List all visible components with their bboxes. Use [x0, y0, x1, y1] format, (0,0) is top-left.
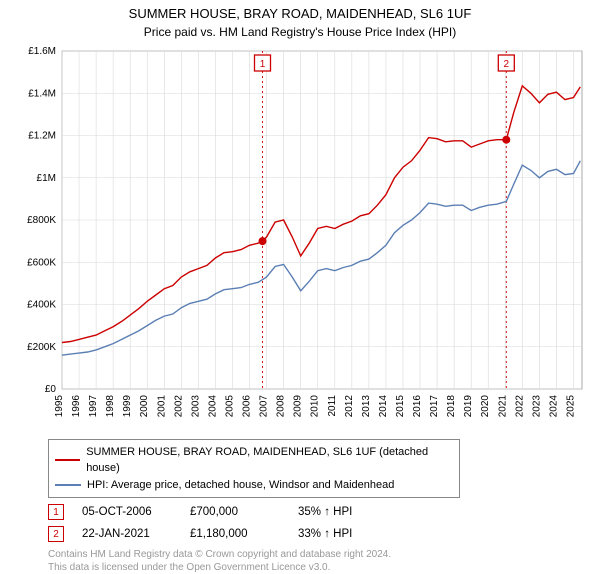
svg-text:2020: 2020: [480, 394, 491, 417]
chart-subtitle: Price paid vs. HM Land Registry's House …: [10, 25, 590, 39]
svg-text:2024: 2024: [548, 394, 559, 417]
svg-text:2018: 2018: [446, 394, 457, 417]
sale-marker-icon: 2: [48, 526, 64, 542]
svg-text:2: 2: [504, 59, 510, 70]
svg-text:2002: 2002: [173, 394, 184, 417]
svg-text:2005: 2005: [224, 394, 235, 417]
svg-text:2011: 2011: [327, 394, 338, 416]
svg-text:2019: 2019: [463, 394, 474, 417]
line-chart-svg: £0 £200K £400K £600K £800K £1M £1.2M £1.4M £1.6M…: [10, 45, 590, 433]
svg-text:1: 1: [260, 59, 266, 70]
legend-row-2: HPI: Average price, detached house, Wind…: [55, 477, 453, 494]
svg-text:1996: 1996: [71, 394, 82, 417]
svg-text:2001: 2001: [156, 394, 167, 417]
legend: SUMMER HOUSE, BRAY ROAD, MAIDENHEAD, SL6…: [48, 439, 460, 499]
svg-text:£1.6M: £1.6M: [28, 46, 56, 57]
svg-text:2025: 2025: [565, 394, 576, 417]
svg-text:2012: 2012: [344, 394, 355, 417]
svg-text:1995: 1995: [54, 394, 65, 417]
sale-table: 1 05-OCT-2006 £700,000 35% ↑ HPI 2 22-JA…: [48, 504, 590, 542]
sale-pct: 33% ↑ HPI: [298, 528, 388, 540]
svg-text:2013: 2013: [361, 394, 372, 417]
svg-text:2023: 2023: [531, 394, 542, 417]
svg-text:2014: 2014: [378, 394, 389, 417]
sale-row-2: 2 22-JAN-2021 £1,180,000 33% ↑ HPI: [48, 526, 590, 542]
svg-text:£1M: £1M: [37, 173, 56, 184]
svg-text:2009: 2009: [293, 394, 304, 417]
svg-text:2003: 2003: [190, 394, 201, 417]
svg-text:2017: 2017: [429, 394, 440, 417]
svg-text:2022: 2022: [514, 394, 525, 417]
legend-row-1: SUMMER HOUSE, BRAY ROAD, MAIDENHEAD, SL6…: [55, 444, 453, 477]
sale-row-1: 1 05-OCT-2006 £700,000 35% ↑ HPI: [48, 504, 590, 520]
legend-swatch-1: [55, 459, 80, 461]
footnote-line-1: Contains HM Land Registry data © Crown c…: [48, 548, 590, 561]
svg-text:2016: 2016: [412, 394, 423, 417]
svg-text:2004: 2004: [207, 394, 218, 417]
chart-title: SUMMER HOUSE, BRAY ROAD, MAIDENHEAD, SL6…: [10, 6, 590, 23]
sale-date: 22-JAN-2021: [82, 528, 172, 540]
footnote-line-2: This data is licensed under the Open Gov…: [48, 561, 590, 574]
sale-marker-icon: 1: [48, 504, 64, 520]
svg-text:£1.2M: £1.2M: [28, 130, 56, 141]
svg-text:2021: 2021: [497, 394, 508, 417]
svg-text:1999: 1999: [122, 394, 133, 417]
svg-text:2008: 2008: [276, 394, 287, 417]
footnote: Contains HM Land Registry data © Crown c…: [48, 548, 590, 574]
chart-area: £0 £200K £400K £600K £800K £1M £1.2M £1.4M £1.6M…: [10, 45, 590, 433]
svg-text:2010: 2010: [310, 394, 321, 417]
sale-date: 05-OCT-2006: [82, 506, 172, 518]
legend-swatch-2: [55, 484, 81, 486]
svg-text:£800K: £800K: [27, 215, 56, 226]
svg-text:1997: 1997: [88, 394, 99, 417]
svg-text:2000: 2000: [139, 394, 150, 417]
svg-text:£1.4M: £1.4M: [28, 88, 56, 99]
svg-text:2015: 2015: [395, 394, 406, 417]
svg-text:£600K: £600K: [27, 257, 56, 268]
svg-text:2007: 2007: [259, 394, 270, 417]
svg-text:£200K: £200K: [27, 342, 56, 353]
svg-text:£0: £0: [45, 384, 57, 395]
svg-text:2006: 2006: [242, 394, 253, 417]
legend-label-1: SUMMER HOUSE, BRAY ROAD, MAIDENHEAD, SL6…: [86, 444, 453, 477]
chart-container: SUMMER HOUSE, BRAY ROAD, MAIDENHEAD, SL6…: [0, 0, 600, 560]
sale-price: £700,000: [190, 506, 280, 518]
sale-pct: 35% ↑ HPI: [298, 506, 388, 518]
sale-price: £1,180,000: [190, 528, 280, 540]
legend-label-2: HPI: Average price, detached house, Wind…: [87, 477, 394, 494]
svg-text:£400K: £400K: [27, 299, 56, 310]
svg-text:1998: 1998: [105, 394, 116, 417]
